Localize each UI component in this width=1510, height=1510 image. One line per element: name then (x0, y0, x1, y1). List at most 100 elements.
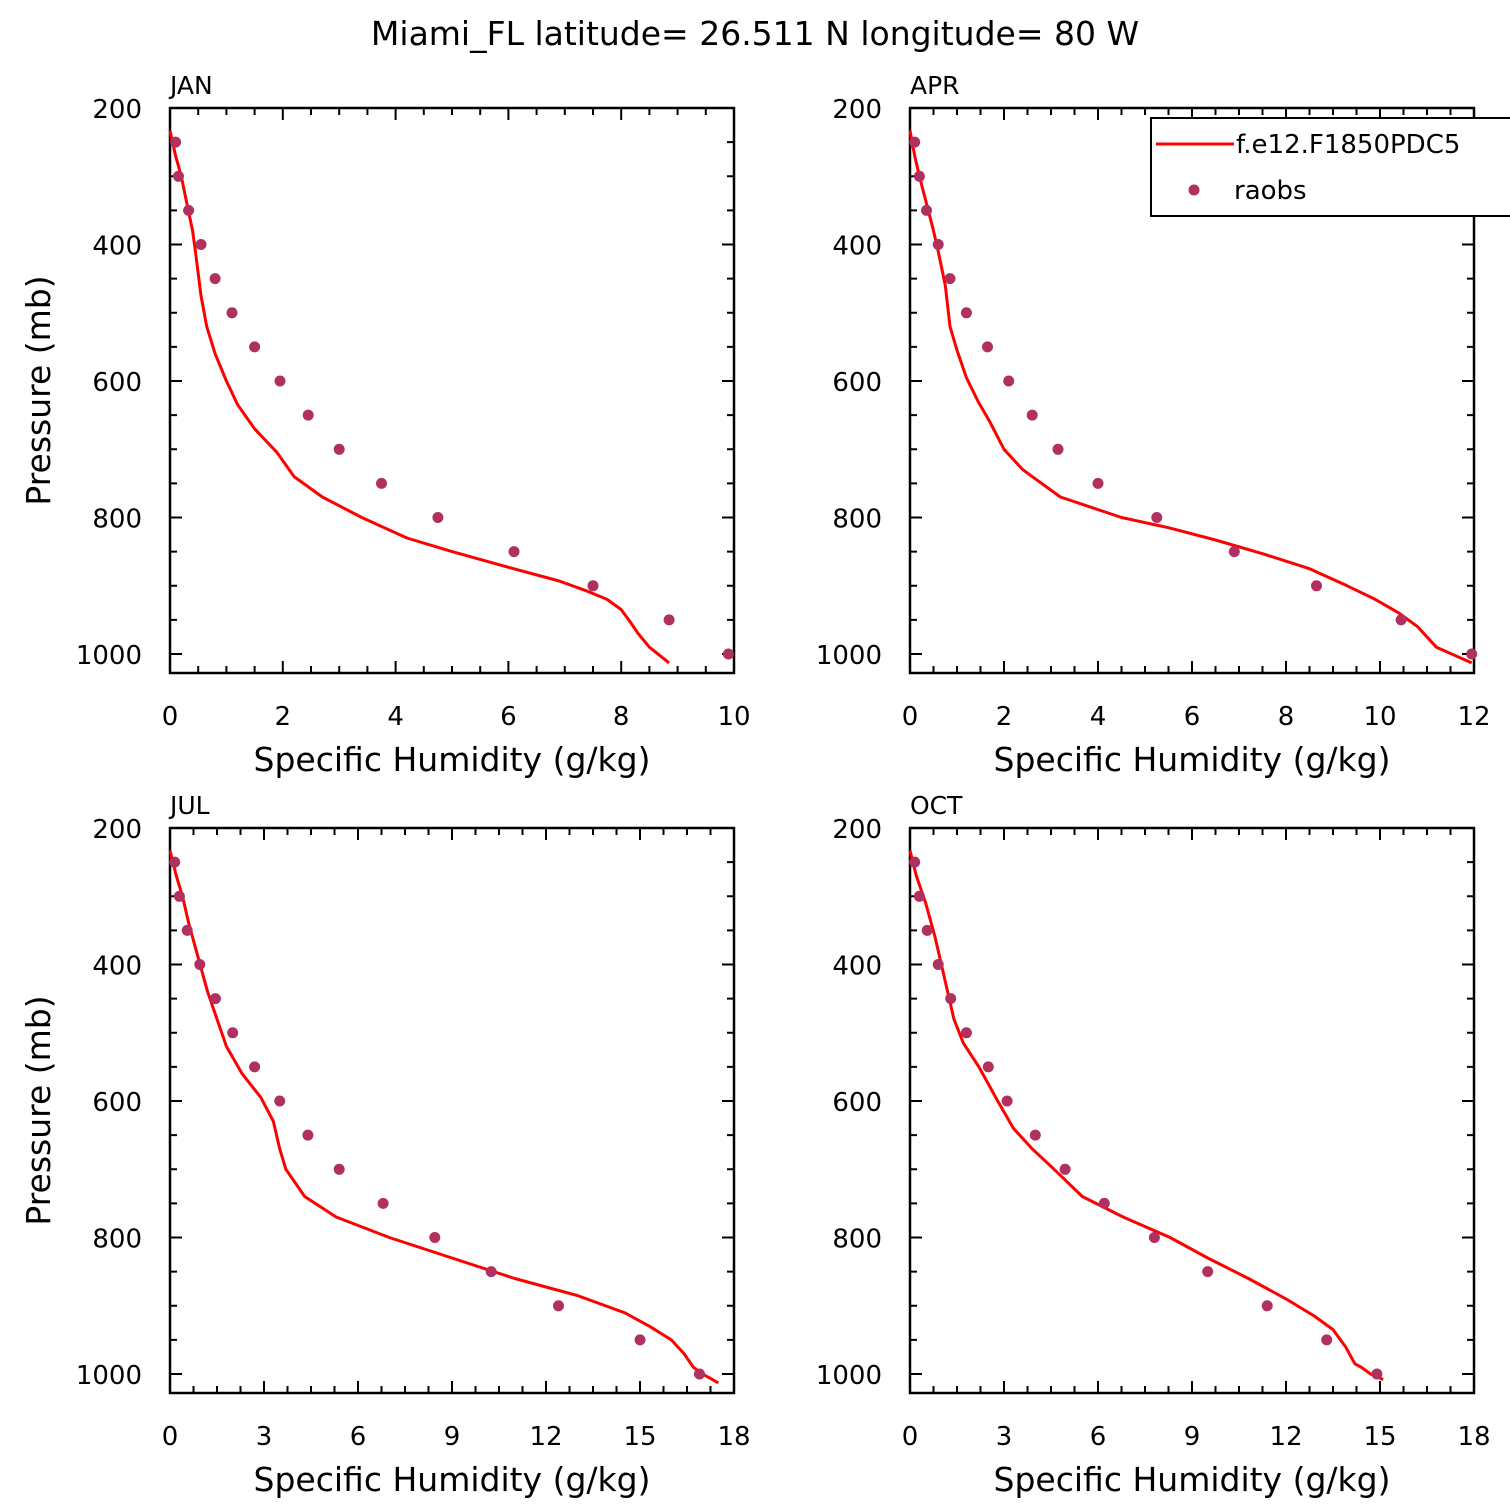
raobs-point (226, 307, 238, 319)
raobs-point (274, 375, 286, 387)
raobs-point (169, 856, 181, 868)
x-tick-label: 9 (444, 1422, 461, 1452)
raobs-point (634, 1334, 646, 1346)
raobs-point (960, 1027, 972, 1039)
raobs-point (909, 856, 921, 868)
raobs-point (909, 136, 921, 148)
x-tick-label: 15 (623, 1422, 656, 1452)
raobs-point (1001, 1095, 1013, 1107)
x-tick-label: 9 (1184, 1422, 1201, 1452)
raobs-point (553, 1300, 564, 1312)
y-tick-label: 800 (92, 505, 142, 535)
raobs-point (194, 959, 206, 970)
raobs-point (333, 1163, 345, 1175)
raobs-point (1371, 1368, 1383, 1380)
raobs-point (302, 1129, 314, 1141)
y-tick-label: 800 (832, 1225, 882, 1255)
x-tick-label: 6 (500, 702, 517, 732)
raobs-point (173, 170, 184, 182)
raobs-point (587, 580, 599, 592)
y-tick-label: 200 (832, 815, 882, 845)
x-tick-label: 10 (717, 702, 750, 732)
x-axis-title: Specific Humidity (g/kg) (254, 740, 651, 779)
raobs-point (429, 1232, 441, 1243)
raobs-point (181, 924, 193, 936)
x-tick-label: 6 (1090, 1422, 1107, 1452)
y-tick-label: 600 (832, 368, 882, 398)
y-tick-label: 800 (832, 505, 882, 535)
raobs-point (1092, 477, 1104, 489)
raobs-point (913, 890, 925, 902)
y-tick-label: 200 (832, 95, 882, 125)
raobs-point (333, 443, 345, 455)
model-profile-line (908, 850, 1384, 1381)
y-axis-title: Pressure (mb) (19, 275, 58, 505)
x-tick-label: 4 (1090, 702, 1107, 732)
raobs-point (1148, 1232, 1160, 1243)
raobs-point (1052, 443, 1064, 455)
raobs-point (921, 924, 933, 936)
y-tick-label: 200 (92, 815, 142, 845)
panel-label: JUL (168, 791, 210, 820)
y-tick-label: 400 (832, 952, 882, 982)
plot-frame (168, 826, 736, 1395)
panel-label: JAN (168, 71, 213, 100)
raobs-point (302, 409, 314, 421)
y-tick-label: 1000 (76, 1361, 142, 1391)
raobs-point (1261, 1300, 1273, 1312)
raobs-point (274, 1095, 286, 1107)
legend: f.e12.F1850PDC5 raobs (1150, 117, 1510, 217)
raobs-point (913, 170, 925, 182)
x-tick-label: 0 (162, 1422, 179, 1452)
y-tick-label: 600 (92, 1088, 142, 1118)
x-tick-label: 0 (902, 702, 919, 732)
raobs-point (944, 273, 956, 285)
panel-label: OCT (910, 791, 963, 820)
y-tick-label: 400 (92, 952, 142, 982)
raobs-point (1098, 1197, 1110, 1209)
x-tick-label: 2 (275, 702, 292, 732)
raobs-point (932, 959, 944, 970)
x-axis-title: Specific Humidity (g/kg) (994, 1460, 1391, 1499)
x-tick-label: 12 (1457, 702, 1490, 732)
y-axis-title: Pressure (mb) (19, 995, 58, 1225)
y-tick-label: 1000 (76, 641, 142, 671)
y-tick-label: 600 (832, 1088, 882, 1118)
raobs-point (1059, 1163, 1071, 1175)
raobs-point (1003, 375, 1015, 387)
panel-jul: JUL 0 3 6 9 12 15 18 200 400 600 800 1000 Specific Hu… (19, 791, 751, 1499)
raobs-point (1466, 648, 1478, 660)
x-tick-label: 0 (902, 1422, 919, 1452)
x-tick-label: 0 (162, 702, 179, 732)
raobs-point (195, 239, 207, 250)
x-tick-label: 15 (1363, 1422, 1396, 1452)
raobs-point (183, 204, 195, 216)
figure-title: Miami_FL latitude= 26.511 N longitude= 8… (371, 14, 1139, 53)
x-tick-label: 12 (529, 1422, 562, 1452)
raobs-point (377, 1197, 389, 1209)
raobs-point (209, 273, 221, 285)
x-axis-title: Specific Humidity (g/kg) (254, 1460, 651, 1499)
x-tick-label: 3 (996, 1422, 1013, 1452)
y-tick-label: 1000 (816, 1361, 882, 1391)
raobs-point (432, 512, 444, 523)
raobs-point (932, 239, 944, 250)
x-tick-label: 3 (256, 1422, 273, 1452)
raobs-point (1311, 580, 1322, 592)
raobs-point (694, 1368, 705, 1380)
raobs-point (921, 204, 932, 216)
x-tick-label: 18 (717, 1422, 750, 1452)
model-profile-line (908, 130, 1473, 665)
raobs-point (945, 993, 957, 1005)
y-tick-label: 1000 (816, 641, 882, 671)
panel-jan: JAN 0 2 4 6 8 10 200 400 600 800 1000 Specific Humid… (19, 71, 751, 779)
x-tick-label: 2 (996, 702, 1013, 732)
y-tick-label: 400 (832, 232, 882, 262)
raobs-point (1395, 614, 1407, 626)
raobs-point (170, 136, 182, 148)
x-tick-label: 18 (1457, 1422, 1490, 1452)
x-tick-label: 6 (1184, 702, 1201, 732)
plot-frame (908, 826, 1476, 1395)
